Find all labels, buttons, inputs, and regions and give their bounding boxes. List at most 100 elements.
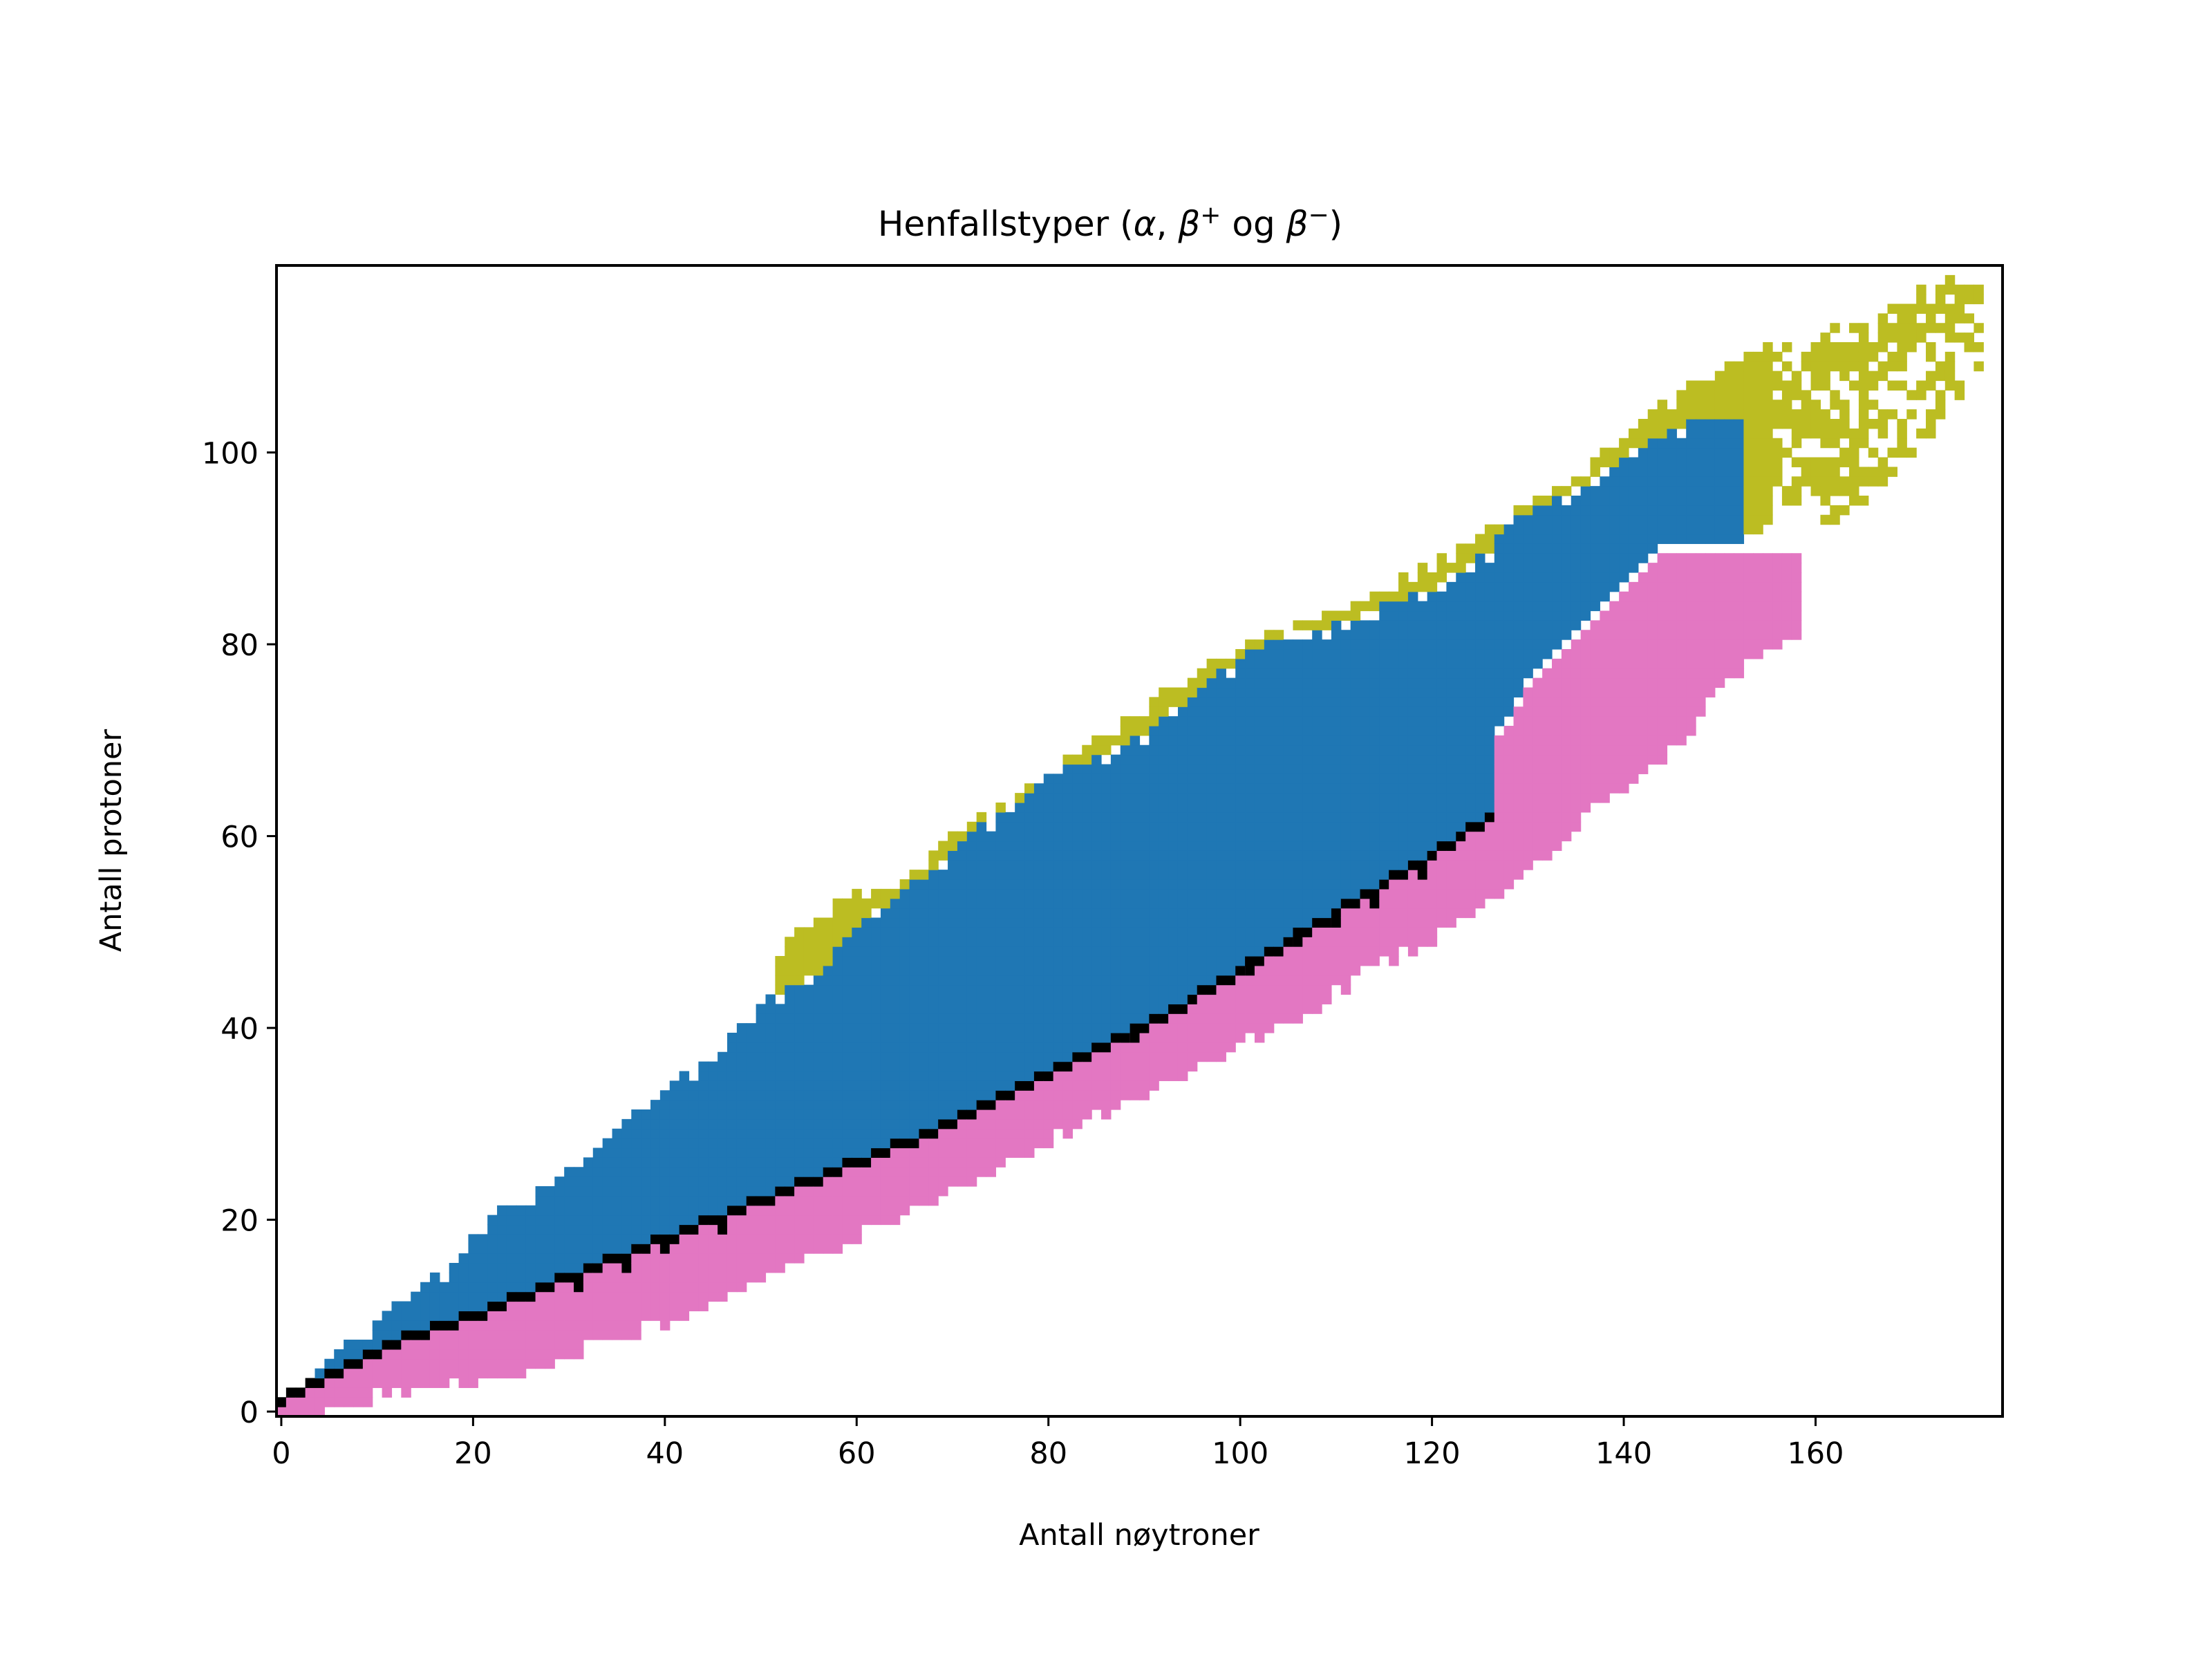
- beta-plus-cell: [1456, 716, 1466, 727]
- beta-plus-cell: [1264, 754, 1275, 765]
- beta-plus-cell: [708, 1205, 718, 1216]
- beta-plus-cell: [957, 1100, 968, 1110]
- beta-minus-cell: [1734, 563, 1745, 573]
- beta-minus-cell: [315, 1407, 325, 1417]
- beta-plus-cell: [1139, 975, 1150, 986]
- beta-plus-cell: [1302, 716, 1313, 727]
- beta-plus-cell: [1590, 505, 1600, 516]
- beta-plus-cell: [1254, 927, 1265, 937]
- beta-minus-cell: [1082, 1109, 1092, 1120]
- beta-plus-cell: [1177, 716, 1188, 727]
- beta-plus-cell: [909, 946, 920, 957]
- beta-plus-cell: [525, 1224, 536, 1235]
- beta-plus-cell: [1043, 946, 1054, 957]
- beta-plus-cell: [1436, 697, 1447, 707]
- beta-plus-cell: [986, 870, 997, 880]
- beta-plus-cell: [698, 1128, 709, 1139]
- beta-plus-cell: [487, 1215, 498, 1226]
- alpha-cell: [1647, 419, 1658, 429]
- beta-plus-cell: [966, 870, 977, 880]
- beta-plus-cell: [813, 1147, 824, 1158]
- beta-minus-cell: [1523, 841, 1533, 851]
- beta-plus-cell: [1043, 803, 1054, 813]
- beta-plus-cell: [928, 870, 939, 880]
- beta-plus-cell: [1456, 639, 1466, 650]
- beta-plus-cell: [871, 1042, 881, 1053]
- beta-minus-cell: [1082, 1071, 1092, 1081]
- beta-plus-cell: [564, 1253, 574, 1264]
- beta-plus-cell: [1197, 687, 1208, 697]
- beta-minus-cell: [1235, 975, 1246, 986]
- beta-minus-cell: [1696, 630, 1706, 640]
- beta-minus-cell: [1676, 553, 1687, 563]
- alpha-cell: [1944, 284, 1956, 295]
- beta-plus-cell: [1216, 860, 1226, 870]
- beta-plus-cell: [1389, 735, 1399, 746]
- beta-minus-cell: [966, 1138, 977, 1149]
- beta-plus-cell: [1015, 1004, 1025, 1014]
- beta-plus-cell: [1331, 898, 1342, 909]
- beta-plus-cell: [1216, 793, 1226, 803]
- beta-minus-cell: [420, 1358, 431, 1369]
- beta-plus-cell: [1407, 687, 1418, 697]
- beta-minus-cell: [727, 1224, 738, 1235]
- beta-plus-cell: [1082, 984, 1092, 995]
- beta-plus-cell: [1407, 620, 1418, 630]
- beta-plus-cell: [1542, 630, 1553, 640]
- alpha-cell: [1456, 553, 1466, 563]
- beta-plus-cell: [1091, 831, 1102, 842]
- beta-plus-cell: [803, 1071, 814, 1081]
- beta-minus-cell: [439, 1378, 450, 1388]
- beta-plus-cell: [1293, 803, 1303, 813]
- beta-minus-cell: [765, 1234, 776, 1244]
- beta-plus-cell: [1456, 821, 1466, 832]
- beta-plus-cell: [497, 1253, 507, 1264]
- beta-plus-cell: [1360, 726, 1371, 736]
- beta-plus-cell: [966, 831, 977, 842]
- beta-minus-cell: [1523, 774, 1533, 784]
- beta-plus-cell: [785, 1033, 795, 1043]
- title-part: Henfallstyper (: [878, 204, 1134, 244]
- beta-plus-cell: [1005, 1071, 1015, 1081]
- beta-plus-cell: [1436, 735, 1447, 746]
- beta-plus-cell: [852, 965, 862, 976]
- alpha-cell: [1916, 428, 1927, 439]
- beta-plus-cell: [1159, 917, 1169, 928]
- alpha-cell: [1743, 524, 1754, 535]
- beta-plus-cell: [1120, 803, 1131, 813]
- beta-minus-cell: [1580, 803, 1591, 813]
- alpha-cell: [852, 917, 862, 928]
- beta-plus-cell: [1197, 831, 1208, 842]
- alpha-cell: [1820, 467, 1830, 477]
- beta-plus-cell: [1053, 1033, 1064, 1043]
- alpha-cell: [785, 956, 795, 966]
- beta-minus-cell: [1513, 793, 1524, 803]
- beta-plus-cell: [688, 1147, 699, 1158]
- beta-plus-cell: [1312, 630, 1322, 640]
- alpha-cell: [1868, 351, 1879, 362]
- beta-minus-cell: [1264, 1013, 1275, 1024]
- beta-plus-cell: [1293, 850, 1303, 861]
- beta-minus-cell: [1753, 601, 1763, 612]
- beta-minus-cell: [1686, 658, 1696, 669]
- beta-minus-cell: [1647, 744, 1658, 756]
- beta-minus-cell: [1312, 956, 1322, 966]
- beta-plus-cell: [621, 1224, 632, 1235]
- beta-minus-cell: [295, 1407, 306, 1417]
- beta-minus-cell: [1638, 658, 1649, 669]
- beta-plus-cell: [1475, 610, 1485, 621]
- beta-plus-cell: [1350, 812, 1361, 823]
- beta-plus-cell: [1033, 870, 1044, 880]
- beta-minus-cell: [1322, 984, 1332, 995]
- beta-minus-cell: [621, 1320, 632, 1331]
- beta-plus-cell: [554, 1263, 565, 1273]
- beta-plus-cell: [1571, 601, 1582, 612]
- beta-minus-cell: [976, 1118, 987, 1130]
- beta-minus-cell: [756, 1253, 767, 1264]
- beta-minus-cell: [1772, 630, 1783, 640]
- beta-plus-cell: [948, 1090, 958, 1100]
- beta-plus-cell: [1456, 754, 1466, 765]
- beta-plus-cell: [1062, 803, 1073, 813]
- beta-plus-cell: [899, 984, 910, 995]
- beta-plus-cell: [1379, 610, 1389, 621]
